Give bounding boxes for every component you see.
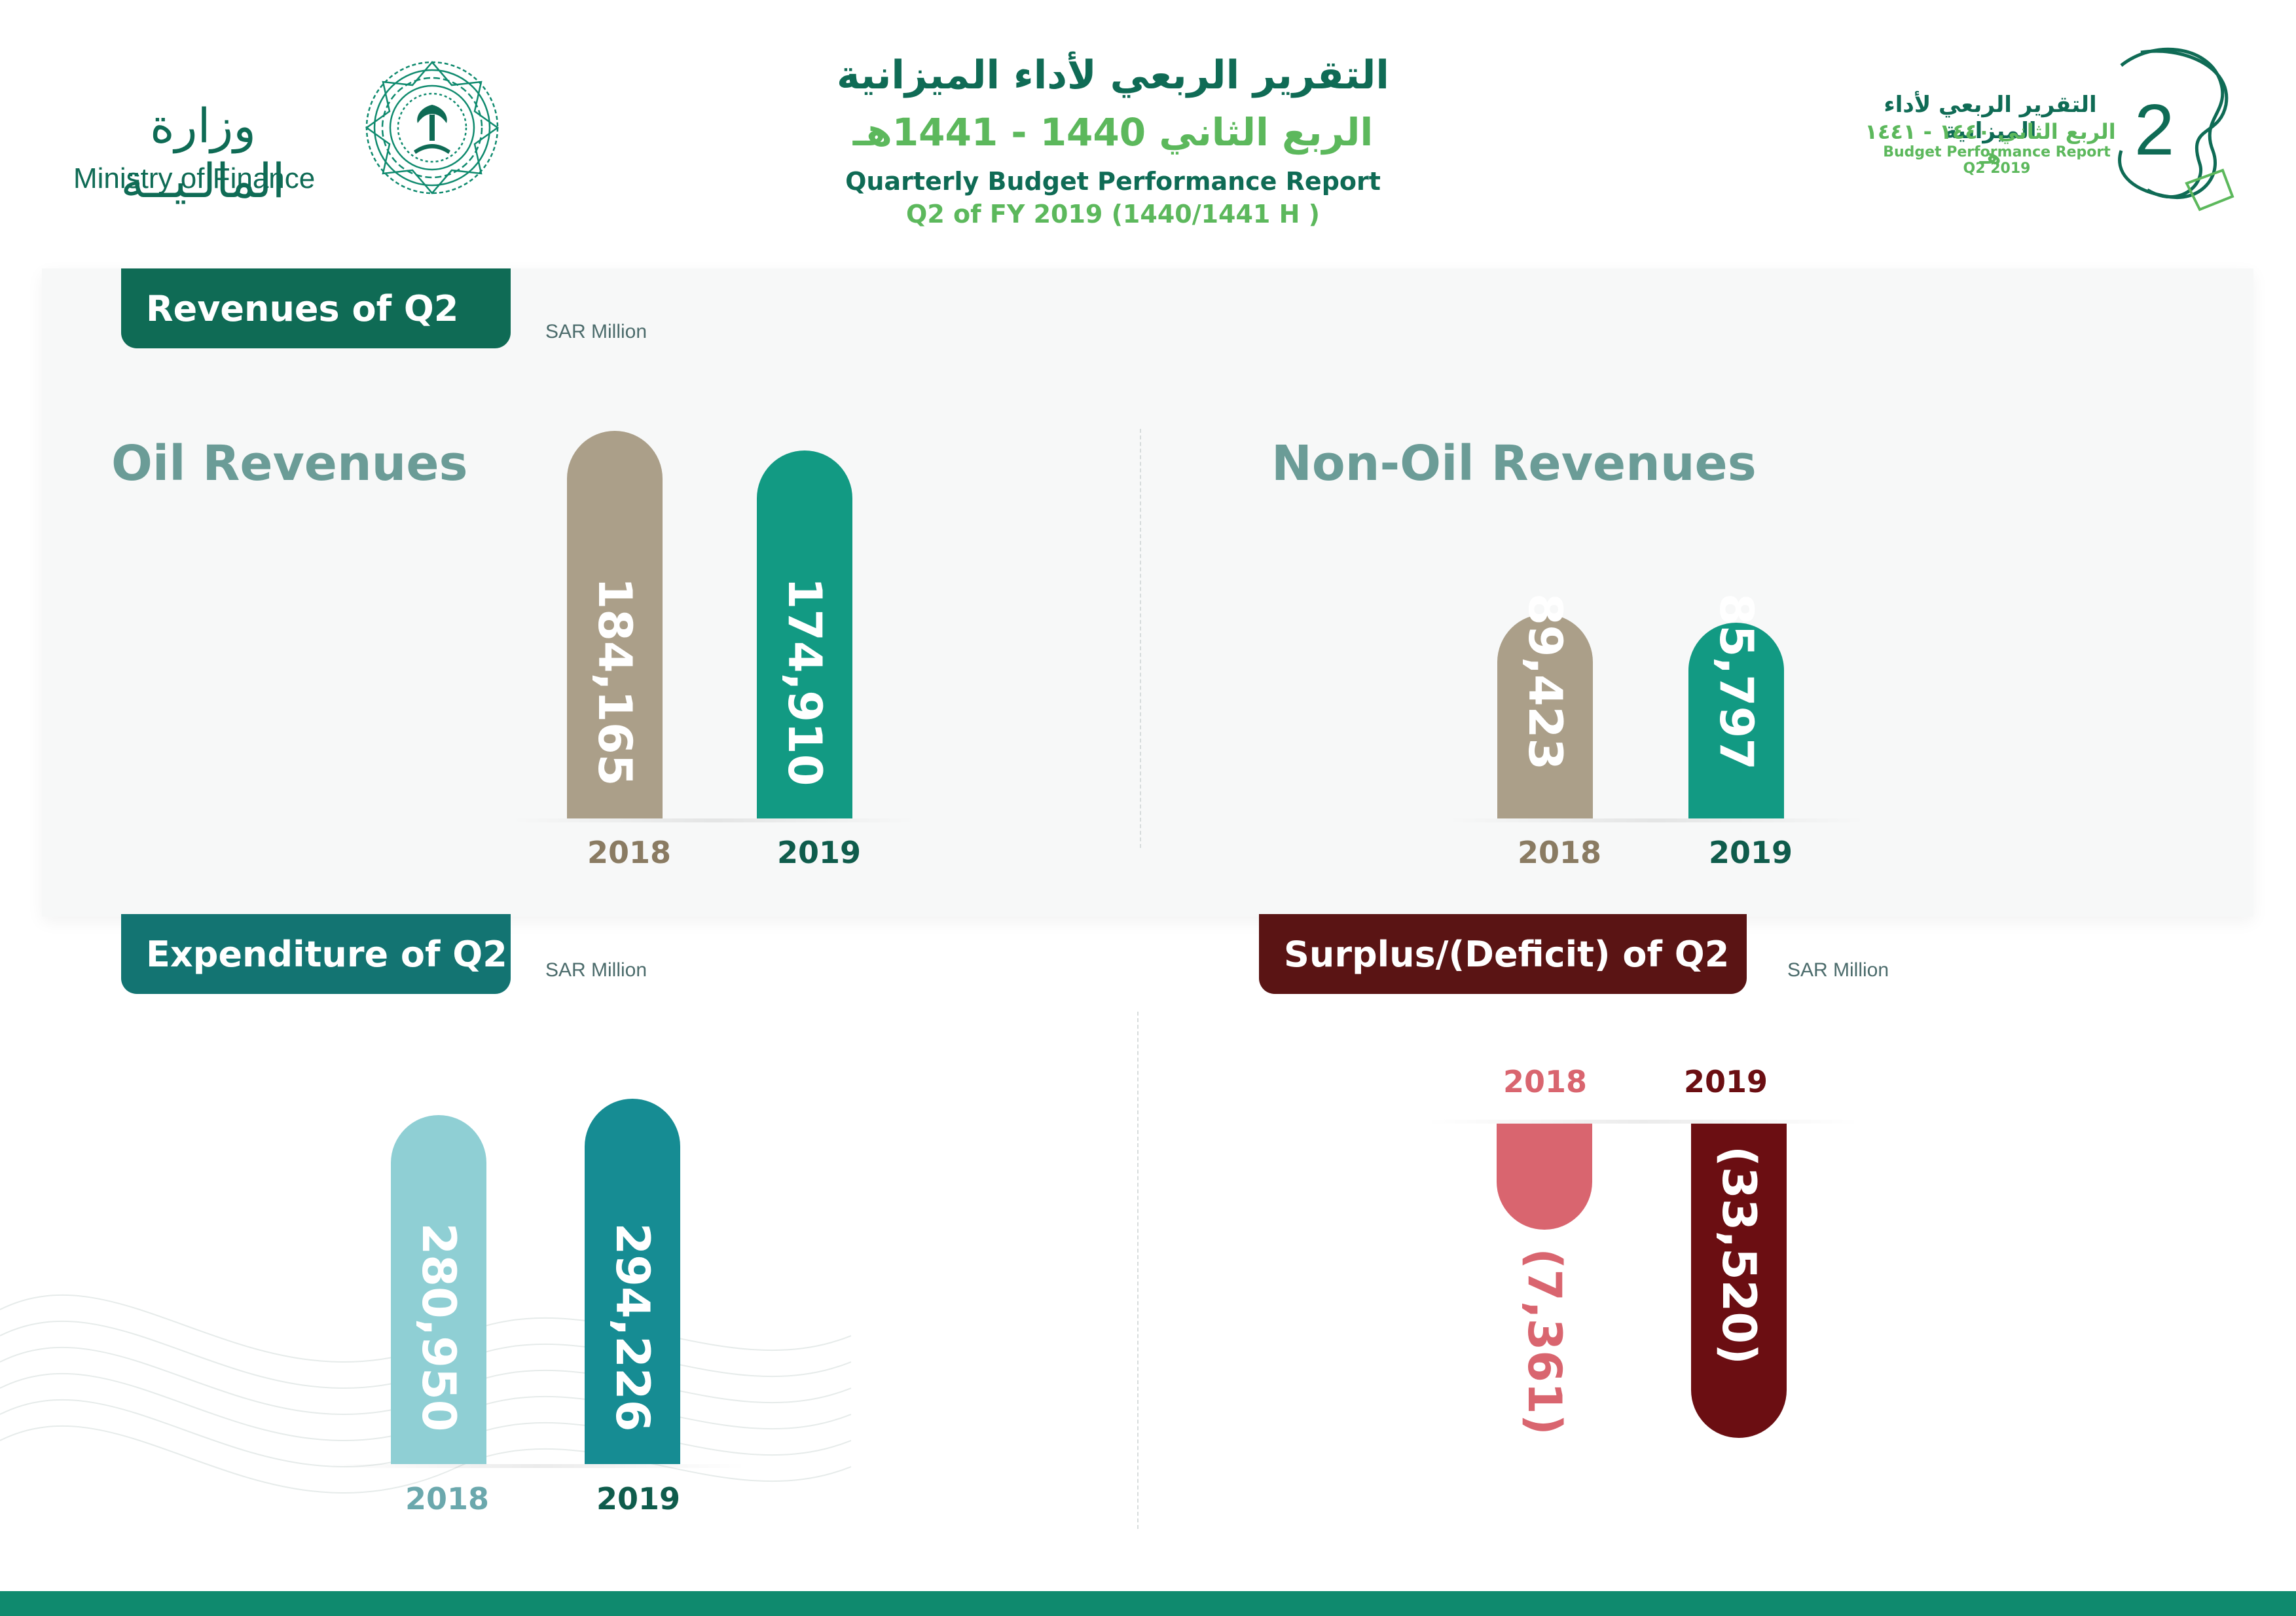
oil-baseline (511, 818, 917, 822)
oil-year-2019: 2019 (776, 835, 862, 870)
nonoil-bar-2019: 85,797 (1688, 593, 1784, 818)
badge-number: 2 (2134, 90, 2175, 170)
surplus-value-2019: (33,520) (1712, 1145, 1766, 1365)
oil-value-2019: 174,910 (778, 577, 831, 786)
expenditure-unit: SAR Million (545, 959, 647, 981)
oil-bar-2019: 174,910 (757, 450, 852, 818)
badge-title-arabic: التقرير الربعي لأداء الميزانية (1884, 92, 2097, 144)
report-subtitle-arabic: الربع الثاني 1440 - 1441هـ (852, 110, 1374, 155)
nonoil-bar-2018: 89,423 (1497, 593, 1593, 818)
surplus-bar-2018: (7,361) (1497, 1124, 1592, 1435)
oil-value-2018: 184,165 (588, 577, 642, 786)
surplus-year-2019: 2019 (1683, 1064, 1768, 1099)
ministry-emblem-icon (365, 61, 500, 194)
surplus-unit: SAR Million (1787, 959, 1889, 981)
surplus-baseline (1427, 1120, 1859, 1124)
nonoil-value-2018: 89,423 (1518, 593, 1572, 771)
surplus-value-2018: (7,361) (1518, 1248, 1571, 1435)
oil-revenues-title: Oil Revenues (111, 435, 468, 492)
badge-subtitle-arabic: الربع الثاني ١٤٤٠ - ١٤٤١ هـ (1865, 119, 2116, 169)
badge-ribbon-icon (2118, 47, 2234, 211)
footer-bar (0, 1591, 2296, 1616)
oil-bar-2018: 184,165 (567, 431, 663, 818)
nonoil-value-2019: 85,797 (1709, 593, 1763, 771)
expenditure-title: Expenditure of Q2 (121, 914, 511, 994)
expenditure-year-2018: 2018 (405, 1481, 490, 1516)
oil-year-2018: 2018 (587, 835, 672, 870)
expenditure-baseline (327, 1464, 746, 1468)
report-subtitle-english: Q2 of FY 2019 (1440/1441 H ) (906, 200, 1320, 229)
report-title-english: Quarterly Budget Performance Report (845, 167, 1381, 196)
report-title-arabic: التقرير الربعي لأداء الميزانية (837, 52, 1389, 98)
expenditure-year-2019: 2019 (596, 1481, 681, 1516)
expenditure-value-2018: 280,950 (412, 1222, 465, 1432)
nonoil-year-2019: 2019 (1708, 835, 1793, 870)
badge-english: Budget Performance Report Q2 2019 (1883, 144, 2111, 177)
nonoil-baseline (1447, 818, 1866, 822)
ministry-name-english: Ministry of Finance (73, 162, 316, 194)
expenditure-bar-2019: 294,226 (585, 1099, 680, 1464)
expenditure-value-2019: 294,226 (606, 1222, 659, 1432)
revenues-panel (42, 268, 2253, 917)
nonoil-year-2018: 2018 (1517, 835, 1602, 870)
surplus-title: Surplus/(Deficit) of Q2 (1259, 914, 1747, 994)
revenues-unit: SAR Million (545, 321, 647, 342)
ministry-name-arabic: وزارة المالـيــة (120, 98, 285, 208)
revenues-title: Revenues of Q2 (121, 268, 511, 348)
surplus-bar-2019: (33,520) (1691, 1124, 1787, 1438)
surplus-year-2018: 2018 (1503, 1064, 1588, 1099)
revenues-divider (1140, 429, 1141, 848)
nonoil-revenues-title: Non-Oil Revenues (1271, 435, 1757, 492)
report-badge: التقرير الربعي لأداء الميزانية الربع الث… (1859, 39, 2239, 216)
expenditure-bar-2018: 280,950 (391, 1115, 486, 1464)
bottom-divider (1137, 1012, 1139, 1529)
ministry-logo: وزارة المالـيــة Ministry of Finance (72, 46, 517, 210)
